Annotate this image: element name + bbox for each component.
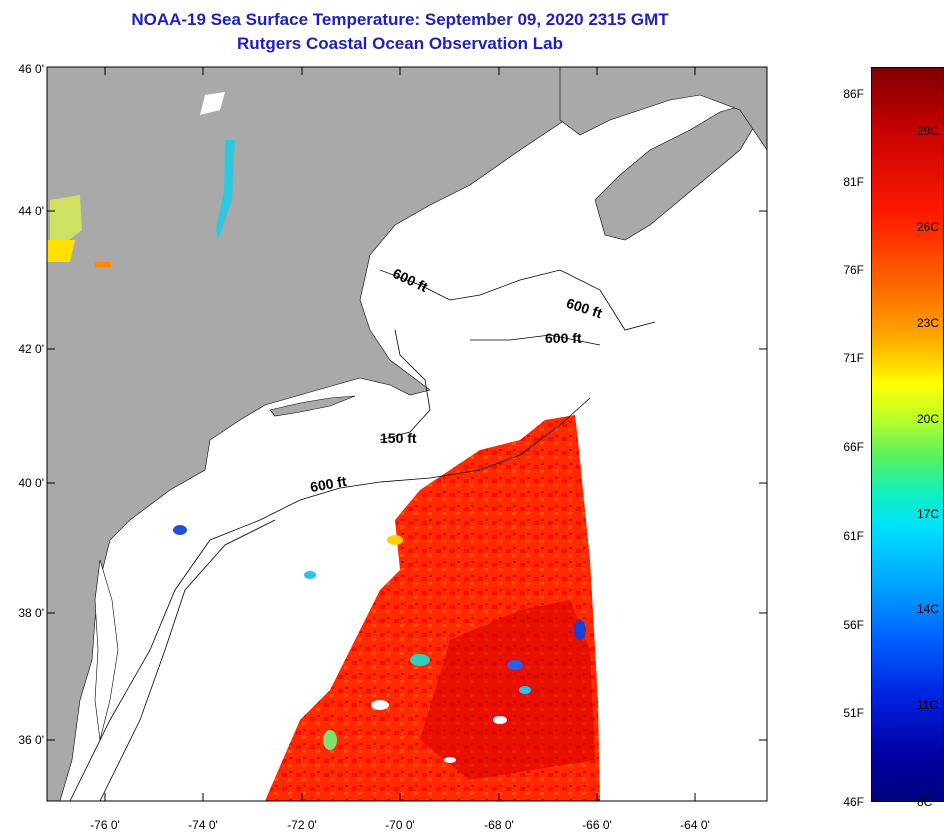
lon-label: -72 0' (287, 818, 317, 832)
lon-label: -64 0' (680, 818, 710, 832)
colorbar-f-label: 56F (843, 618, 864, 632)
lon-label: -68 0' (484, 818, 514, 832)
colorbar-gradient (871, 67, 944, 802)
map-title: NOAA-19 Sea Surface Temperature: Septemb… (131, 10, 669, 29)
contour-label: 150 ft (380, 430, 417, 446)
inland-data-specks (47, 92, 235, 267)
colorbar-f-label: 66F (843, 440, 864, 454)
colorbar-c-label: 14C (917, 602, 940, 616)
lat-label: 40 0' (18, 476, 44, 490)
colorbar-f-label: 46F (843, 795, 864, 809)
land-nova-scotia (594, 104, 756, 241)
map-frame (46, 66, 768, 802)
lat-label: 42 0' (18, 342, 44, 356)
lon-label: -76 0' (90, 818, 120, 832)
lat-label: 38 0' (18, 606, 44, 620)
contour-label: 600 ft (545, 330, 582, 346)
sst-hot-core (420, 600, 595, 780)
colorbar-f-label: 61F (843, 529, 864, 543)
colorbar-f-label: 86F (843, 87, 864, 101)
map-subtitle: Rutgers Coastal Ocean Observation Lab (237, 34, 563, 53)
land-new-brunswick (559, 67, 767, 151)
bathymetry-contours (69, 269, 656, 801)
colorbar-c-label: 23C (917, 316, 940, 330)
lon-label: -70 0' (385, 818, 415, 832)
colorbar-f-label: 81F (843, 175, 864, 189)
colorbar-c-label: 26C (917, 220, 940, 234)
land-long-island (269, 395, 356, 417)
sst-cool-patches (173, 525, 586, 763)
colorbar-f-label: 51F (843, 706, 864, 720)
lon-label: -66 0' (582, 818, 612, 832)
colorbar-f-label: 76F (843, 263, 864, 277)
lon-label: -74 0' (188, 818, 218, 832)
colorbar-c-label: 29C (917, 124, 940, 138)
lat-label: 44 0' (18, 204, 44, 218)
colorbar-f-label: 71F (843, 351, 864, 365)
colorbar-c-label: 11C (917, 698, 939, 712)
colorbar-c-label: 17C (917, 507, 940, 521)
lat-label: 46 0' (18, 62, 44, 76)
land-mainland (47, 67, 661, 801)
colorbar-c-label: 8C (917, 795, 933, 809)
colorbar-c-label: 20C (917, 412, 940, 426)
colorbar (871, 67, 944, 802)
lat-label: 36 0' (18, 733, 44, 747)
